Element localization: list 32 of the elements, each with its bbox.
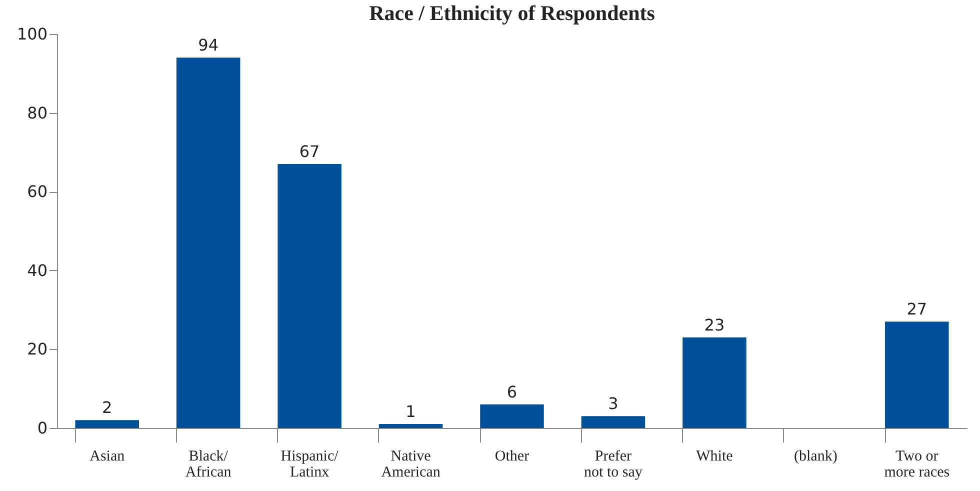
data-label: 2 [102,398,112,418]
x-tick-label: Two or more races [884,448,950,480]
y-tick-label: 20 [27,340,48,359]
bar [885,322,949,428]
data-label: 1 [406,402,416,422]
bar [682,337,746,428]
bar [278,164,342,428]
bar [581,416,646,428]
bar [378,424,443,428]
x-tick-label: Prefer not to say [584,448,643,480]
data-label: 67 [299,142,320,162]
bar [176,58,240,428]
data-label: 3 [608,394,618,414]
y-tick-label: 80 [27,103,48,122]
data-label: 6 [506,382,518,402]
data-label: 27 [906,300,928,319]
y-tick-label: 100 [16,24,48,44]
data-label: 94 [198,36,219,55]
bar [480,404,544,428]
chart-title: Race / Ethnicity of Respondents [369,1,655,25]
x-tick-label: Hispanic/ Latinx [280,448,340,480]
x-tick-label: Asian [90,448,126,464]
x-tick-label: (blank) [794,448,838,464]
bar [75,420,139,428]
x-tick-label: White [696,448,734,464]
x-tick-label: Other [494,448,530,464]
x-tick-label: Black/ African [185,448,232,480]
y-tick-label: 40 [27,260,48,280]
y-tick-label: 0 [37,418,48,438]
x-tick-label: Native American [381,448,441,480]
y-tick-label: 60 [27,182,48,202]
data-label: 23 [704,315,725,334]
